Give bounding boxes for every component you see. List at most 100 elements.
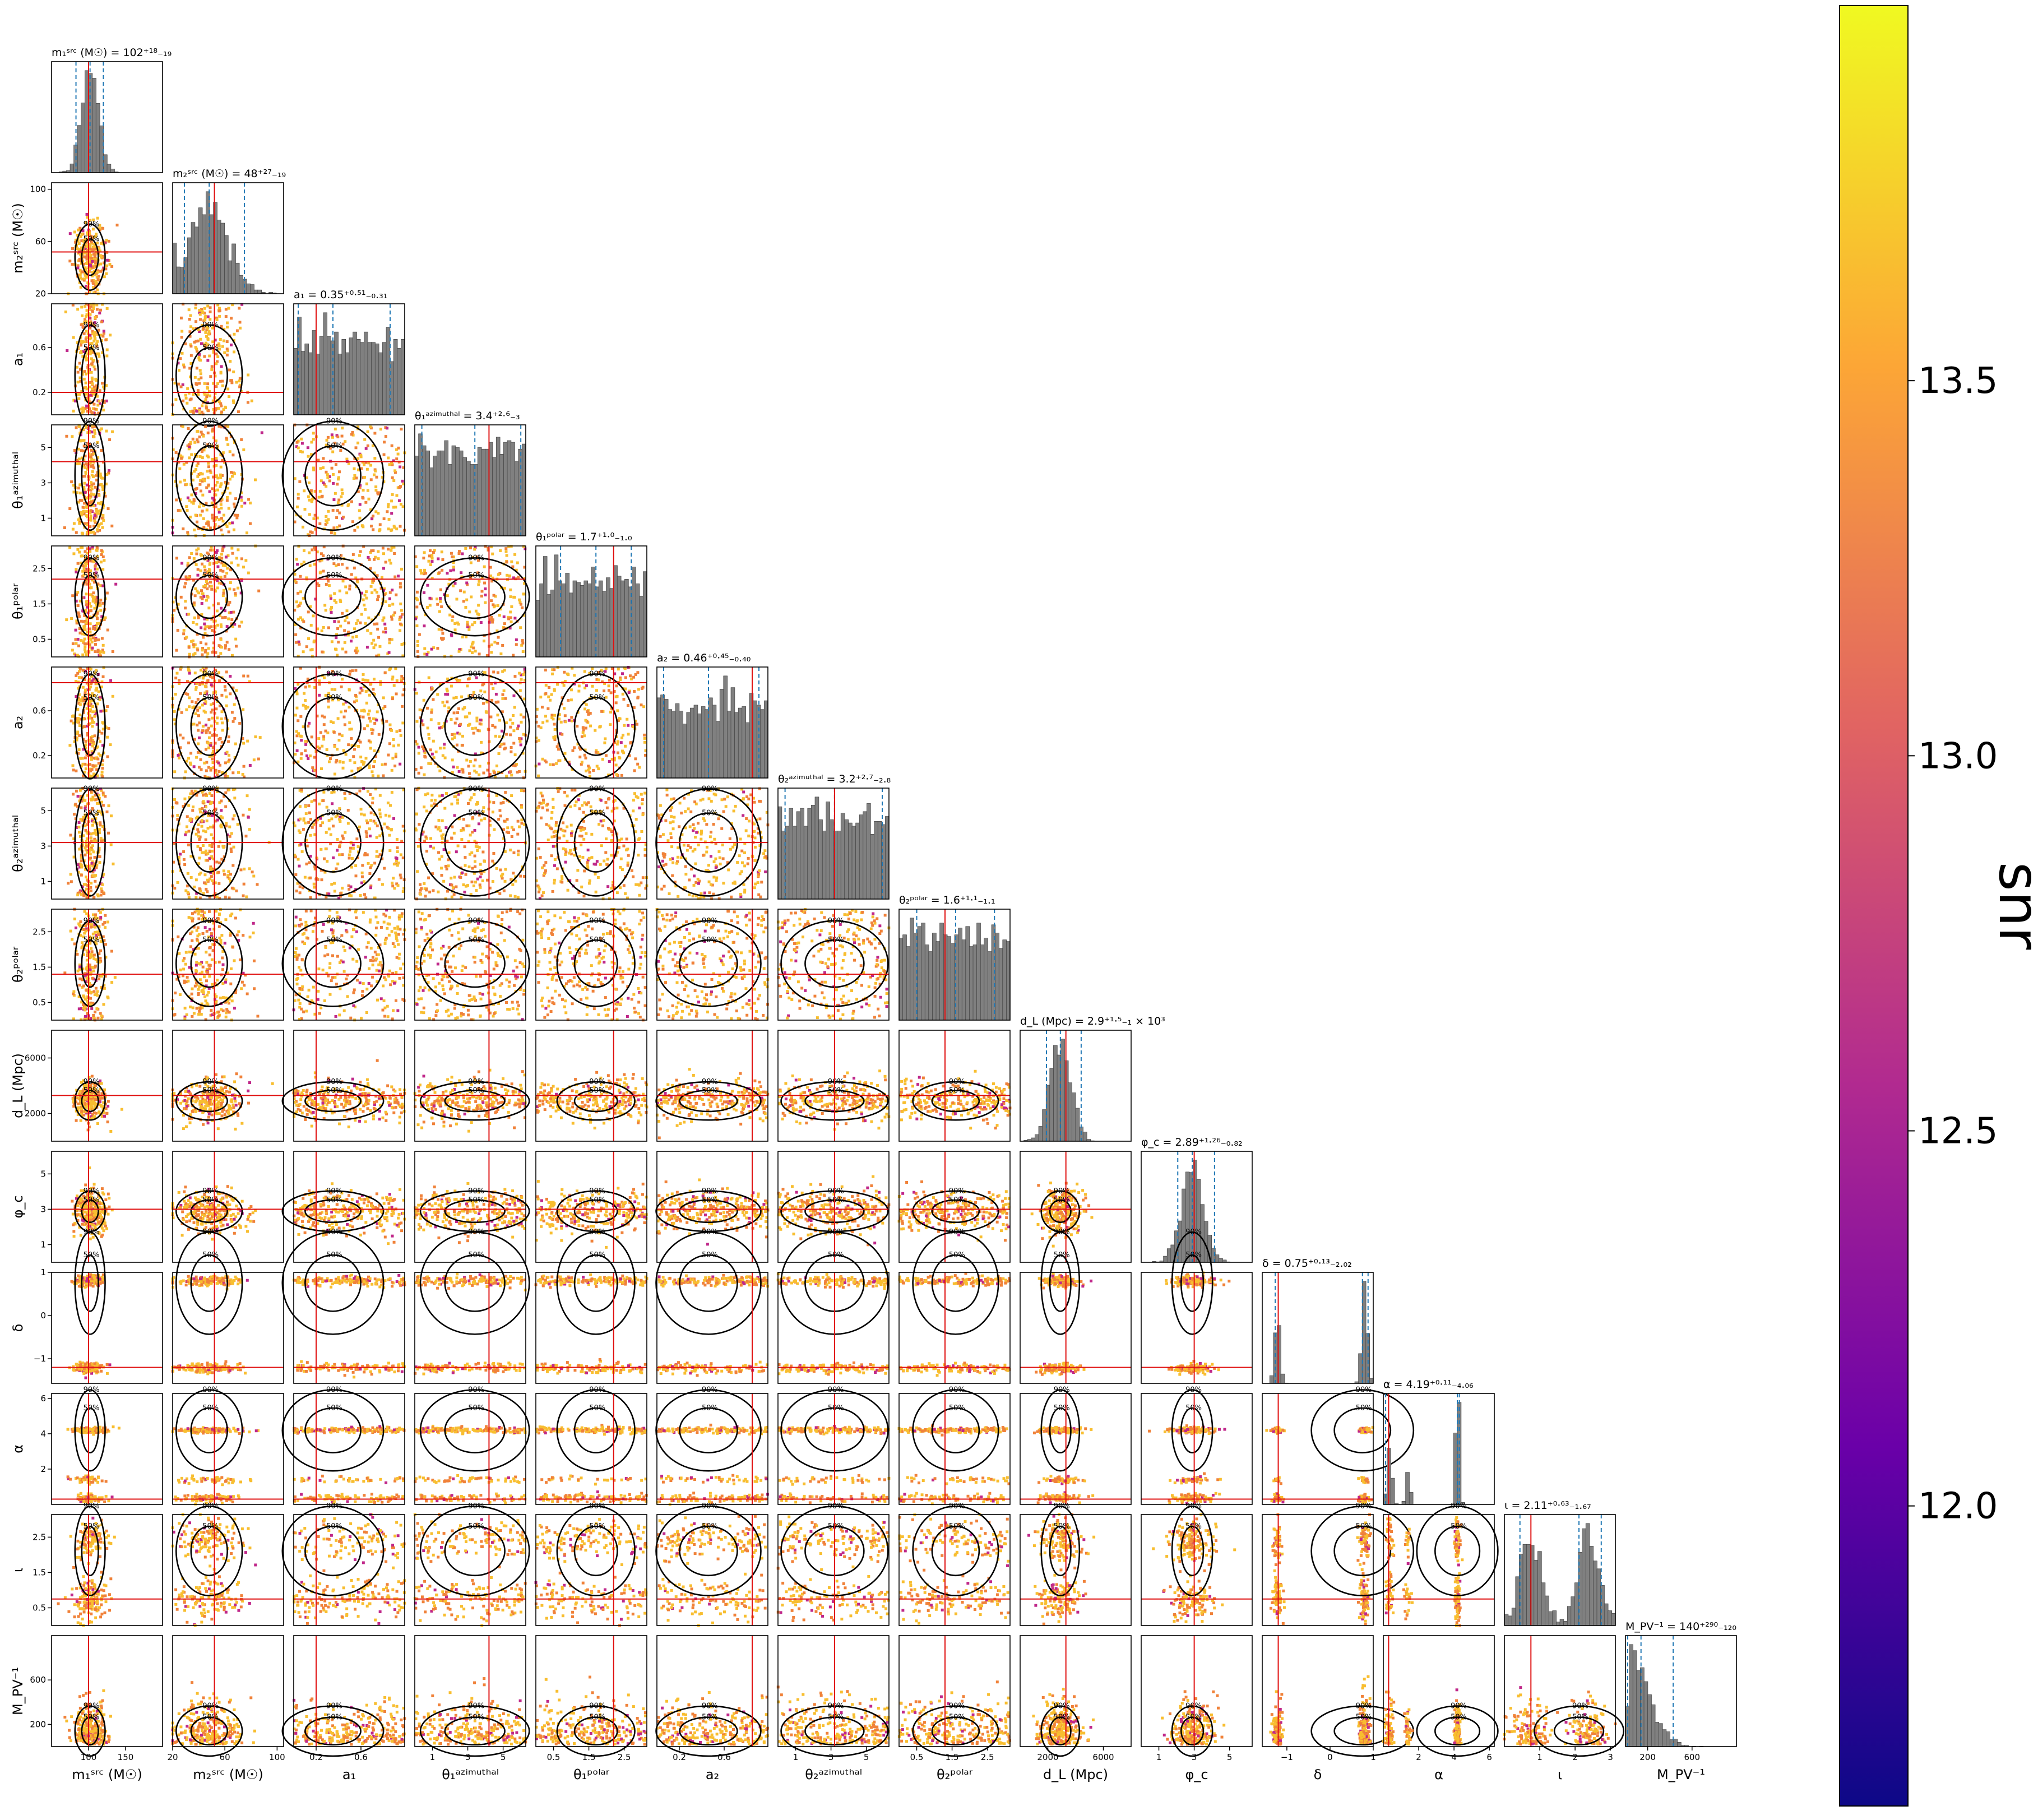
scatter-point: [78, 457, 81, 460]
scatter-point: [226, 348, 229, 350]
scatter-point: [90, 363, 93, 365]
scatter-point: [78, 393, 81, 396]
hist-bar: [177, 267, 180, 294]
scatter-point: [186, 387, 189, 390]
scatter-point: [177, 383, 180, 386]
hist-bar: [228, 261, 232, 294]
scatter-point: [80, 323, 83, 326]
scatter-point: [220, 365, 223, 368]
contour-label: 50%: [84, 235, 100, 243]
scatter-point: [73, 522, 76, 525]
scatter-point: [96, 308, 99, 311]
scatter-point: [195, 410, 198, 413]
hist-bar: [335, 332, 339, 415]
scatter-point: [209, 306, 212, 309]
scatter-point: [194, 376, 197, 379]
scatter-point: [92, 340, 95, 342]
scatter-point: [101, 382, 104, 385]
scatter-point: [101, 227, 104, 230]
scatter-point: [192, 411, 195, 414]
scatter-point: [77, 248, 80, 251]
scatter-point: [85, 313, 88, 316]
scatter-point: [64, 311, 67, 313]
scatter-point: [189, 314, 192, 317]
scatter-point: [95, 379, 98, 382]
scatter-point: [238, 379, 240, 382]
scatter-point: [89, 531, 92, 534]
hist-bar: [247, 284, 251, 294]
scatter-point: [198, 382, 201, 385]
scatter-point: [76, 366, 78, 369]
scatter-point: [78, 362, 81, 365]
scatter-point: [221, 385, 224, 387]
scatter-point: [198, 309, 201, 312]
scatter-point: [78, 425, 81, 428]
scatter-point: [96, 404, 99, 406]
hist-bar: [92, 78, 96, 173]
scatter-point: [210, 368, 213, 371]
hist-title: a₁ = 0.35⁺⁰·⁵¹₋₀.₃₁: [294, 289, 387, 301]
scatter-point: [105, 272, 108, 275]
scatter-point: [188, 318, 191, 321]
scatter-point: [75, 531, 78, 534]
hist-bar: [217, 220, 221, 294]
scatter-panel-th1az-vs-m1: 90%50%135θ₁ᵃᶻⁱᵐᵘᵗʰᵃˡ: [10, 418, 163, 536]
scatter-point: [65, 435, 68, 438]
hist-bar: [198, 208, 202, 294]
scatter-point: [106, 259, 109, 262]
scatter-point: [215, 353, 217, 355]
hist-bar: [258, 290, 262, 294]
scatter-point: [209, 311, 212, 313]
scatter-point: [105, 354, 108, 357]
hist-bar: [368, 342, 372, 415]
scatter-point: [82, 409, 85, 411]
scatter-panel-a1-vs-m2: 90%50%: [172, 303, 284, 426]
scatter-point: [203, 393, 206, 396]
scatter-point: [235, 381, 238, 384]
hist-bar: [372, 342, 376, 415]
hist-bar: [364, 332, 368, 415]
scatter-point: [85, 359, 88, 362]
scatter-point: [216, 382, 219, 385]
scatter-point: [90, 481, 92, 484]
hist-bar: [312, 331, 316, 415]
scatter-point: [230, 317, 233, 319]
hist-bar: [382, 342, 386, 415]
scatter-point: [230, 381, 233, 384]
scatter-point: [83, 475, 86, 478]
scatter-point: [209, 318, 211, 321]
scatter-point: [189, 345, 192, 348]
scatter-point: [199, 369, 202, 372]
scatter-point: [81, 270, 84, 273]
hist-panel-m1: m₁ˢʳᶜ (M☉) = 102⁺¹⁸₋₁₉: [52, 47, 172, 173]
hist-bar: [195, 227, 199, 294]
scatter-point: [203, 355, 206, 358]
scatter-point: [247, 373, 249, 376]
scatter-point: [221, 345, 224, 348]
scatter-point: [217, 407, 220, 410]
scatter-point: [89, 334, 91, 337]
hist-bar: [184, 258, 188, 294]
scatter-point: [92, 307, 95, 310]
hist-bar: [103, 155, 107, 173]
scatter-point: [98, 400, 100, 402]
scatter-point: [75, 426, 78, 429]
scatter-point: [203, 382, 206, 385]
scatter-panel-m2-vs-m1: 90%50%2060100m₂ˢʳᶜ (M☉): [10, 183, 163, 299]
scatter-point: [229, 360, 231, 363]
scatter-point: [219, 402, 222, 405]
scatter-point: [77, 371, 80, 374]
scatter-point: [103, 275, 106, 278]
scatter-point: [207, 409, 210, 412]
scatter-point: [89, 313, 91, 316]
hist-bar: [111, 169, 115, 173]
scatter-point: [78, 242, 81, 245]
scatter-point: [198, 409, 201, 411]
scatter-point: [211, 340, 214, 343]
scatter-point: [81, 314, 84, 317]
scatter-point: [85, 330, 88, 332]
hist-bar: [210, 215, 214, 294]
contour-label: 50%: [84, 344, 100, 352]
scatter-point: [228, 368, 231, 371]
scatter-point: [76, 308, 79, 311]
